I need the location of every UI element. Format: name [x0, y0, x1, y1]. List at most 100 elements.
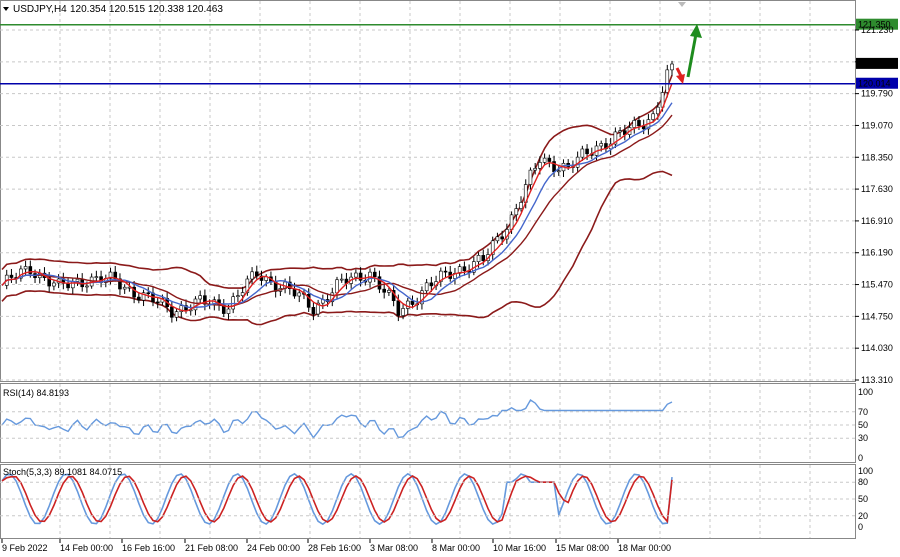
rsi-tick-label: 100: [858, 387, 873, 397]
candle-body: [656, 106, 660, 115]
stoch-title: Stoch(5,3,3) 89.1081 84.0715: [3, 467, 122, 477]
arrow-up-icon: [686, 24, 702, 78]
candle-body: [28, 266, 33, 274]
price-tick-label: 117.630: [861, 184, 893, 194]
time-tick-label: 14 Feb 00:00: [60, 543, 113, 553]
candle-body: [481, 255, 486, 261]
time-tick-label: 24 Feb 00:00: [247, 543, 300, 553]
candle-body: [358, 272, 363, 281]
rsi-line: [1, 399, 673, 439]
price-tick-label: 119.790: [861, 89, 893, 99]
candle-body: [632, 120, 637, 128]
candle-body: [226, 308, 231, 314]
candle-body: [533, 168, 537, 171]
time-tick-label: 28 Feb 16:00: [308, 543, 361, 553]
current-price-tag: [856, 57, 898, 69]
candle-body: [599, 143, 604, 147]
candle-body: [443, 270, 448, 273]
candle-body: [528, 169, 533, 185]
rsi-axis: 100 70 50 30 0: [0, 387, 873, 463]
candle-body: [538, 162, 542, 169]
candle-body: [254, 271, 259, 277]
candle-body: [429, 282, 434, 287]
candle-body: [613, 131, 618, 145]
candle-body: [396, 300, 401, 316]
candle-body: [170, 306, 174, 318]
time-tick-label: 16 Feb 16:00: [122, 543, 175, 553]
candle-body: [637, 120, 641, 127]
candle-body: [141, 292, 146, 301]
price-tick-label: 121.230: [861, 25, 894, 35]
moving-averages: [1, 83, 673, 312]
candle-body: [490, 240, 495, 255]
time-tick-label: 18 Mar 00:00: [618, 543, 671, 553]
bollinger-bands: [1, 74, 673, 326]
rsi-tick-label: 50: [858, 420, 868, 430]
candle-body: [410, 300, 415, 305]
candle-body: [462, 266, 467, 271]
arrow-down-icon: [675, 67, 685, 84]
price-level-tag: [856, 77, 898, 89]
candle-body: [240, 292, 245, 296]
candle-body: [94, 276, 99, 278]
candle-body: [420, 290, 424, 305]
candle-body: [174, 311, 179, 318]
price-level-label: 120.014: [858, 79, 891, 89]
time-tick-label: 8 Mar 00:00: [432, 543, 480, 553]
candle-body: [547, 157, 552, 162]
rsi-title: RSI(14) 84.8193: [3, 388, 69, 398]
candle-body: [203, 295, 207, 305]
candle-body: [113, 271, 118, 280]
rsi-tick-label: 0: [858, 453, 863, 463]
price-tick-label: 118.350: [861, 152, 893, 162]
price-tick-label: 116.190: [861, 248, 893, 258]
candle-body: [500, 236, 504, 240]
candle-body: [118, 278, 122, 290]
stoch-tick-label: 100: [858, 466, 873, 476]
candle-body: [618, 130, 622, 133]
bollinger-upper: [1, 74, 673, 289]
candle-body: [292, 288, 297, 297]
stoch-tick-label: 50: [858, 494, 868, 504]
stoch-signal-line: [1, 475, 673, 524]
stoch-tick-label: 0: [858, 522, 863, 532]
candle-body: [382, 288, 386, 293]
candle-body: [665, 69, 670, 93]
triangle-down-icon[interactable]: [3, 7, 9, 11]
candle-body: [354, 272, 358, 278]
time-axis: 9 Feb 2022 14 Feb 00:00 16 Feb 16:00 21 Feb…: [1, 539, 671, 553]
candle-body: [179, 305, 184, 312]
candle-body: [47, 277, 51, 287]
time-tick-label: 3 Mar 08:00: [370, 543, 418, 553]
candle-body: [377, 276, 382, 290]
candlesticks: [4, 60, 674, 323]
bollinger-lower: [1, 170, 673, 326]
candle-body: [146, 292, 151, 295]
candle-body: [85, 285, 89, 288]
candle-body: [424, 282, 429, 292]
candle-body: [335, 279, 339, 294]
candle-body: [585, 148, 589, 155]
candle-body: [316, 302, 320, 315]
candle-body: [198, 295, 202, 300]
rsi-panel-frame: [0, 383, 856, 463]
candle-body: [236, 295, 240, 297]
candle-body: [670, 63, 674, 71]
grid: [0, 1, 855, 538]
candle-body: [288, 281, 292, 290]
candle-body: [306, 293, 311, 308]
main-panel-frame: [0, 0, 856, 382]
stoch-tick-label: 80: [858, 477, 868, 487]
candle-body: [23, 266, 28, 270]
price-tick-label: 116.910: [861, 216, 893, 226]
candle-body: [580, 148, 585, 158]
price-tick-label: 113.310: [861, 375, 893, 385]
ma-middle: [1, 114, 673, 308]
candle-body: [108, 271, 113, 279]
price-tick-label: 115.470: [861, 280, 893, 290]
candle-body: [193, 298, 198, 311]
candle-body: [387, 290, 391, 293]
chart-shift-icon[interactable]: [678, 2, 686, 7]
candle-body: [245, 278, 250, 293]
